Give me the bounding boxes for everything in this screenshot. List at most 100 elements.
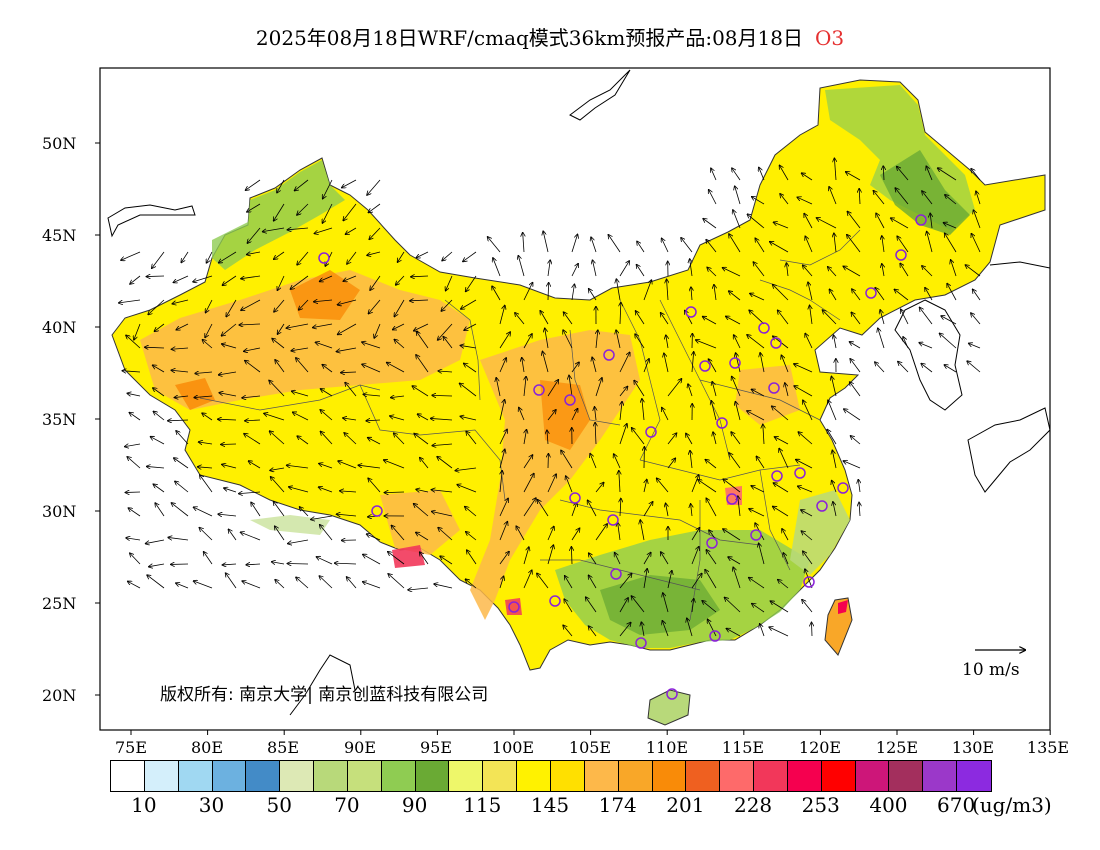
wind-arrow bbox=[547, 474, 556, 493]
wind-arrow bbox=[708, 619, 717, 637]
wind-arrow bbox=[619, 574, 632, 589]
wind-arrow bbox=[128, 581, 141, 589]
city-marker bbox=[794, 467, 806, 479]
wind-arrow bbox=[199, 528, 213, 541]
wind-arrow bbox=[153, 388, 165, 397]
wind-arrow bbox=[290, 275, 309, 289]
wind-arrow bbox=[859, 503, 860, 517]
colorbar-swatch bbox=[889, 761, 924, 791]
lon-label-120e: 120E bbox=[798, 738, 842, 757]
wind-arrow bbox=[370, 275, 381, 290]
wind-arrow bbox=[773, 285, 789, 301]
wind-arrow bbox=[547, 545, 553, 565]
wind-arrow bbox=[595, 423, 596, 445]
wind-arrow bbox=[808, 282, 813, 301]
wind-arrow bbox=[692, 352, 694, 373]
wind-arrow bbox=[712, 382, 717, 397]
wind-arrow bbox=[801, 531, 813, 541]
wind-arrow bbox=[709, 190, 717, 205]
wind-arrow bbox=[147, 575, 165, 589]
wind-arrow bbox=[149, 563, 165, 567]
wind-arrow bbox=[729, 291, 741, 301]
wind-arrow bbox=[219, 371, 237, 375]
city-marker bbox=[645, 426, 657, 438]
wind-arrow bbox=[384, 492, 405, 493]
wind-arrow bbox=[873, 191, 885, 205]
wind-arrow bbox=[466, 431, 477, 445]
wind-arrow bbox=[781, 355, 789, 373]
wind-arrow bbox=[363, 554, 381, 565]
wind-arrow bbox=[338, 299, 357, 305]
wind-arrow bbox=[690, 451, 692, 469]
wind-arrow bbox=[847, 235, 861, 253]
japan-coast bbox=[967, 407, 1050, 493]
wind-arrow bbox=[292, 391, 309, 397]
lon-label-115e: 115E bbox=[721, 738, 765, 757]
wind-arrow bbox=[500, 471, 502, 493]
wind-arrow bbox=[368, 299, 381, 314]
wind-arrow bbox=[895, 188, 909, 205]
wind-arrow bbox=[547, 380, 558, 397]
wind-arrow bbox=[822, 310, 837, 325]
wind-arrow bbox=[200, 475, 213, 493]
city-marker bbox=[709, 630, 721, 642]
city-marker bbox=[635, 637, 647, 649]
wind-arrow bbox=[343, 418, 357, 420]
wind-arrow bbox=[810, 305, 812, 325]
wind-arrow bbox=[441, 299, 453, 311]
wind-arrow bbox=[219, 251, 237, 263]
wind-arrow bbox=[460, 345, 477, 348]
wind-arrow bbox=[804, 214, 813, 229]
west-peak bbox=[175, 378, 215, 410]
wind-arrow bbox=[245, 361, 261, 373]
wind-arrow bbox=[565, 576, 573, 589]
wind-arrow bbox=[796, 460, 813, 469]
wind-arrow bbox=[620, 499, 621, 517]
wind-arrow bbox=[714, 285, 716, 301]
wind-arrow bbox=[755, 238, 765, 253]
wind-arrow bbox=[563, 625, 573, 637]
wind-arrow bbox=[801, 510, 813, 517]
wind-arrow bbox=[778, 580, 789, 589]
wind-arrow bbox=[666, 503, 668, 517]
wind-arrow bbox=[595, 378, 602, 397]
wind-arrow bbox=[270, 468, 285, 470]
wind-arrow bbox=[241, 299, 261, 310]
wind-arrow bbox=[457, 485, 477, 493]
wind-arrow bbox=[846, 172, 861, 181]
wind-arrow bbox=[786, 263, 788, 277]
wind-arrow bbox=[591, 237, 597, 253]
wind-arrow bbox=[593, 260, 597, 277]
city-marker bbox=[371, 505, 383, 517]
wind-arrow bbox=[894, 289, 909, 301]
wind-arrow bbox=[443, 337, 453, 349]
wind-arrow bbox=[667, 279, 668, 301]
lon-label-125e: 125E bbox=[875, 738, 919, 757]
wind-arrow bbox=[756, 456, 765, 469]
wind-arrow bbox=[274, 502, 285, 517]
wind-arrow bbox=[921, 364, 933, 373]
wind-arrow bbox=[540, 311, 549, 325]
wind-arrow bbox=[499, 522, 507, 541]
wind-arrow bbox=[749, 310, 765, 325]
wind-arrow bbox=[641, 622, 644, 637]
wind-arrow bbox=[465, 579, 477, 589]
wind-arrow bbox=[878, 328, 885, 349]
wind-arrow bbox=[366, 420, 381, 421]
tibet-south-high bbox=[380, 490, 460, 555]
wind-arrow bbox=[224, 488, 237, 493]
colorbar-swatch bbox=[381, 761, 416, 791]
city-marker bbox=[816, 500, 828, 512]
city-marker bbox=[729, 357, 741, 369]
wind-arrow bbox=[247, 252, 261, 255]
wind-arrow bbox=[465, 507, 477, 517]
wind-arrow bbox=[523, 334, 532, 349]
wind-arrow bbox=[723, 529, 741, 541]
wind-arrow bbox=[706, 498, 717, 517]
wind-arrow bbox=[145, 347, 165, 348]
wind-arrow bbox=[731, 432, 741, 445]
wind-arrow bbox=[394, 299, 405, 316]
wind-arrow bbox=[244, 434, 261, 445]
wind-arrow bbox=[760, 353, 765, 373]
wind-arrow bbox=[193, 275, 213, 282]
